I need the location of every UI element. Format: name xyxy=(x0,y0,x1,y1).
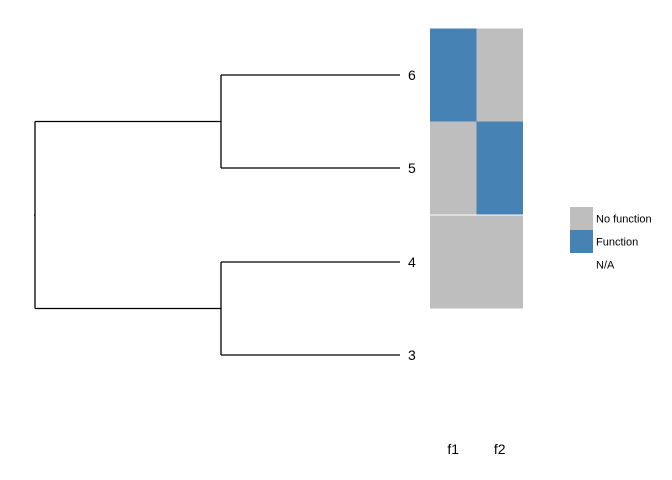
legend-label: No function xyxy=(596,214,652,226)
heatmap-cell xyxy=(430,308,477,402)
heatmap-cell xyxy=(430,121,477,215)
tip-label: 4 xyxy=(408,254,416,270)
legend: No function Function N/A xyxy=(570,207,652,276)
legend-swatch xyxy=(570,207,593,230)
legend-swatch xyxy=(570,253,593,276)
legend-label: Function xyxy=(596,237,638,249)
tip-labels: 6 5 4 3 xyxy=(408,67,416,363)
phylogenetic-tree xyxy=(34,74,400,356)
heatmap-cell xyxy=(430,215,477,309)
legend-label: N/A xyxy=(596,260,615,272)
tip-label: 3 xyxy=(408,347,416,363)
heatmap-cell xyxy=(476,308,523,402)
column-label: f2 xyxy=(494,441,506,457)
tip-label: 6 xyxy=(408,67,416,83)
heatmap-cell xyxy=(476,121,523,215)
heatmap-cell xyxy=(476,215,523,309)
heatmap-grid xyxy=(430,28,523,402)
heatmap-cell xyxy=(430,28,477,122)
legend-swatch xyxy=(570,230,593,253)
tip-label: 5 xyxy=(408,160,416,176)
column-labels: f1 f2 xyxy=(447,441,505,457)
column-label: f1 xyxy=(447,441,459,457)
heatmap-cell xyxy=(476,28,523,122)
